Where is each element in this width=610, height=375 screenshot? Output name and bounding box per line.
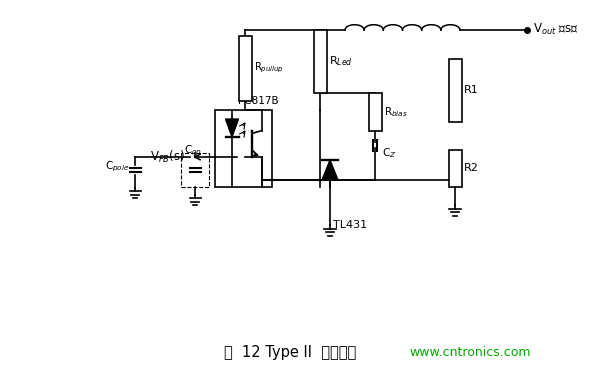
Text: C$_{pole}$: C$_{pole}$ [106, 160, 130, 174]
Text: V$_{FB}$(s): V$_{FB}$(s) [150, 149, 185, 165]
Bar [314, 30, 326, 93]
Text: TL431: TL431 [333, 220, 367, 230]
Polygon shape [226, 119, 239, 137]
Bar [239, 36, 251, 100]
Bar [448, 150, 462, 186]
Text: PC817B: PC817B [238, 96, 279, 106]
Text: R$_{pullup}$: R$_{pullup}$ [254, 61, 284, 75]
Text: V$_{out}$ （s）: V$_{out}$ （s） [533, 21, 579, 36]
Polygon shape [322, 160, 338, 180]
Text: R$_{Led}$: R$_{Led}$ [329, 55, 353, 68]
Text: 图  12 Type II  补偿网络: 图 12 Type II 补偿网络 [224, 345, 356, 360]
Bar [448, 58, 462, 122]
Bar [215, 110, 272, 187]
Bar [181, 153, 209, 187]
Text: www.cntronics.com: www.cntronics.com [409, 346, 531, 360]
Text: R$_{bias}$: R$_{bias}$ [384, 105, 408, 119]
Bar [368, 93, 381, 131]
Text: C$_Z$: C$_Z$ [382, 146, 396, 160]
Text: C$_{op}$: C$_{op}$ [184, 144, 202, 158]
Text: R2: R2 [464, 163, 479, 173]
Text: R1: R1 [464, 85, 479, 95]
